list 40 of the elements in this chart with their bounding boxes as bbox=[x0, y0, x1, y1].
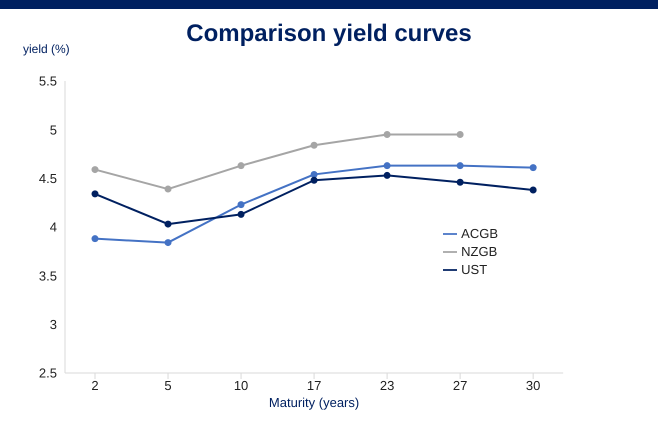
legend-label: UST bbox=[461, 262, 488, 277]
point bbox=[238, 201, 245, 208]
point bbox=[238, 210, 245, 218]
x-tick-label: 10 bbox=[234, 378, 248, 394]
point bbox=[164, 239, 172, 246]
y-tick-label: 2.5 bbox=[38, 366, 57, 381]
point bbox=[238, 162, 245, 170]
legend-label: ACGB bbox=[461, 226, 498, 241]
point bbox=[530, 186, 537, 194]
point bbox=[92, 235, 98, 242]
x-tick-label: 30 bbox=[526, 378, 540, 394]
point bbox=[530, 164, 537, 172]
legend-label: NZGB bbox=[461, 244, 498, 259]
point bbox=[384, 131, 391, 138]
x-tick-label: 23 bbox=[380, 378, 394, 394]
point bbox=[164, 186, 172, 193]
y-axis-title: yield (%) bbox=[23, 42, 70, 56]
point bbox=[92, 190, 98, 198]
y-tick-label: 5.5 bbox=[38, 74, 57, 89]
x-tick-label: 5 bbox=[164, 378, 172, 394]
point bbox=[310, 170, 318, 178]
point bbox=[456, 131, 464, 138]
x-tick-label: 2 bbox=[91, 378, 99, 394]
x-axis-title: Maturity (years) bbox=[268, 395, 360, 410]
point bbox=[92, 166, 98, 174]
x-tick-label: 27 bbox=[452, 378, 468, 394]
point bbox=[310, 142, 318, 149]
y-tick-label: 3.5 bbox=[38, 268, 57, 284]
point bbox=[164, 220, 172, 228]
y-tick-label: 5 bbox=[50, 122, 57, 138]
y-tick-label: 4 bbox=[50, 220, 57, 235]
chart-title: Comparison yield curves bbox=[186, 20, 472, 47]
point bbox=[456, 178, 464, 186]
y-tick-label: 4.5 bbox=[38, 170, 57, 186]
y-tick-label: 3 bbox=[50, 316, 57, 332]
point bbox=[384, 162, 391, 170]
x-tick-label: 17 bbox=[306, 378, 322, 394]
point bbox=[384, 172, 391, 179]
point bbox=[310, 176, 318, 184]
point bbox=[456, 162, 464, 170]
